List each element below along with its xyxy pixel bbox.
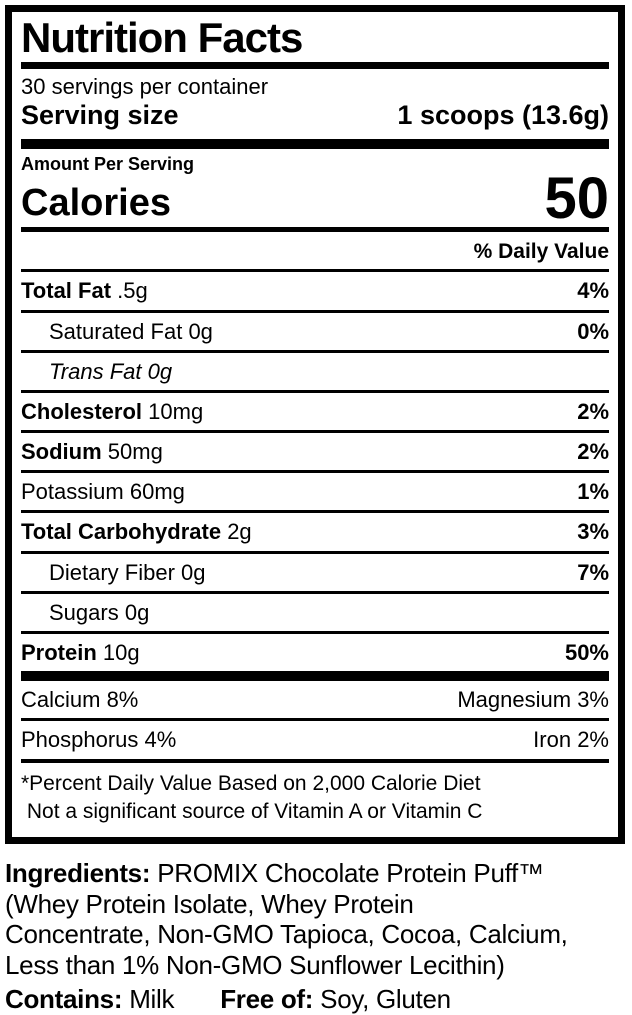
ingredients-label: Ingredients: (5, 858, 151, 889)
nutrient-name: Dietary Fiber 0g (21, 559, 206, 585)
nutrient-term: Saturated Fat (49, 318, 183, 344)
nutrient-term: Sodium (21, 439, 102, 465)
nutrient-term: Total Carbohydrate (21, 519, 222, 545)
nutrient-name: Trans Fat 0g (21, 358, 173, 384)
nutrient-dv: 0% (577, 318, 609, 344)
calories-row: Calories 50 (21, 165, 609, 231)
divider-thick (21, 62, 609, 70)
ingredients-section: Ingredients: PROMIX Chocolate Protein Puf… (5, 858, 625, 980)
nutrient-term: Dietary Fiber (49, 559, 175, 585)
nutrient-amount: 0g (124, 599, 150, 625)
allergen-section: Contains: Milk Free of: Soy, Gluten (5, 984, 625, 1015)
nutrient-dv: 2% (577, 439, 609, 465)
nutrient-row-saturated-fat: Saturated Fat 0g 0% (21, 313, 609, 353)
nutrient-amount: 10g (102, 640, 140, 666)
nutrient-dv: 2% (577, 398, 609, 424)
mineral-right: Iron 2% (533, 727, 609, 753)
free-of-label: Free of: (220, 984, 314, 1015)
amount-per-serving-label: Amount Per Serving (21, 153, 195, 174)
nutrient-row-dietary-fiber: Dietary Fiber 0g 7% (21, 554, 609, 594)
nutrient-dv: 1% (577, 479, 609, 505)
nutrient-dv: 4% (577, 278, 609, 304)
nutrient-amount: 10mg (148, 398, 204, 424)
nutrient-amount: 2g (227, 519, 252, 545)
contains-label: Contains: (5, 984, 123, 1015)
nutrient-row-sodium: Sodium 50mg 2% (21, 433, 609, 474)
nutrient-name: Protein 10g (21, 640, 140, 666)
nutrient-name: Sodium 50mg (21, 439, 163, 465)
nutrient-term: Total Fat (21, 278, 112, 304)
mineral-row-2: Phosphorus 4% Iron 2% (21, 721, 609, 763)
nutrient-row-trans-fat: Trans Fat 0g (21, 353, 609, 393)
serving-size-row: Serving size 1 scoops (13.6g) (21, 98, 609, 139)
nutrient-row-cholesterol: Cholesterol 10mg 2% (21, 393, 609, 434)
nutrient-row-potassium: Potassium 60mg 1% (21, 473, 609, 514)
nutrition-facts-panel: Nutrition Facts 30 servings per containe… (5, 5, 625, 845)
calories-value: 50 (544, 165, 609, 231)
nutrient-amount: .5g (117, 278, 148, 304)
nutrient-amount: 0g (188, 318, 213, 344)
nutrient-name: Potassium 60mg (21, 480, 185, 504)
contains-value: Milk (129, 984, 175, 1015)
contains-statement: Contains: Milk (5, 984, 175, 1015)
nutrient-term: Sugars (49, 599, 119, 625)
free-of-statement: Free of: Soy, Gluten (220, 984, 451, 1015)
nutrient-dv: 7% (577, 559, 609, 585)
serving-size-value: 1 scoops (13.6g) (397, 100, 609, 131)
daily-value-footnote: *Percent Daily Value Based on 2,000 Calo… (21, 771, 483, 823)
nutrient-name: Total Carbohydrate 2g (21, 520, 252, 544)
free-of-value: Soy, Gluten (320, 984, 451, 1015)
divider-extra-thick (21, 138, 609, 149)
nutrient-term: Cholesterol (21, 398, 143, 424)
nutrient-name: Total Fat .5g (21, 279, 148, 303)
nutrient-row-total-carbohydrate: Total Carbohydrate 2g 3% (21, 513, 609, 554)
nutrient-dv: 50% (564, 640, 609, 666)
mineral-right: Magnesium 3% (457, 687, 609, 713)
nutrient-term: Trans Fat (49, 358, 142, 384)
mineral-left: Calcium 8% (21, 687, 139, 713)
nutrient-row-total-fat: Total Fat .5g 4% (21, 272, 609, 313)
ingredients-text: PROMIX Chocolate Protein Puff™ (Whey Pro… (5, 858, 568, 980)
divider-medium (21, 227, 609, 233)
nutrient-amount: 0g (147, 358, 173, 384)
serving-size-label: Serving size (21, 100, 179, 131)
nutrient-name: Sugars 0g (21, 599, 150, 625)
nutrient-amount: 60mg (129, 479, 185, 505)
daily-value-header: % Daily Value (21, 232, 609, 273)
mineral-left: Phosphorus 4% (21, 727, 177, 753)
mineral-row-1: Calcium 8% Magnesium 3% (21, 681, 609, 722)
nutrient-term: Potassium (21, 479, 124, 505)
nutrient-dv: 3% (577, 519, 609, 545)
servings-per-container: 30 servings per container (21, 74, 269, 100)
nutrient-amount: 0g (181, 559, 206, 585)
nutrient-row-sugars: Sugars 0g (21, 594, 609, 635)
nutrient-amount: 50mg (107, 439, 163, 465)
nutrient-term: Protein (21, 640, 97, 666)
nutrient-row-protein: Protein 10g 50% (21, 634, 609, 671)
nutrient-name: Cholesterol 10mg (21, 398, 204, 424)
calories-label: Calories (21, 182, 171, 225)
divider-extra-thick (21, 671, 609, 682)
nutrient-name: Saturated Fat 0g (21, 318, 213, 344)
panel-title: Nutrition Facts (21, 14, 303, 61)
